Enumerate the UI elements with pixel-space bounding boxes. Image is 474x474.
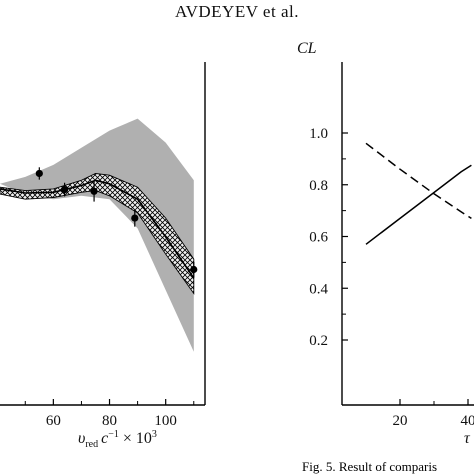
data-point: [35, 167, 43, 180]
solid-series-line: [365, 164, 472, 245]
left-x-label-exp1: −1: [108, 429, 119, 440]
data-point: [131, 209, 139, 227]
figure-caption: Fig. 5. Result of comparis: [302, 459, 437, 474]
point-marker: [131, 214, 139, 222]
data-points: [35, 167, 198, 278]
left-x-label-times: × 10: [119, 430, 152, 447]
right-y-label: CL: [297, 40, 317, 57]
right-series: [365, 142, 472, 245]
y-tick-label: 0.4: [309, 281, 328, 297]
y-tick-label: 0.2: [309, 333, 328, 349]
y-tick-label: 0.8: [309, 178, 328, 194]
y-tick-label: 1.0: [309, 126, 328, 142]
x-tick-label: 20: [393, 413, 408, 429]
x-tick-label: 80: [102, 413, 117, 429]
x-tick-label: 40: [461, 413, 474, 429]
left-x-ticks: 60 80 100: [24, 399, 195, 429]
right-y-ticks: 0.2 0.4 0.6 0.8 1.0: [309, 126, 348, 349]
model-line: [0, 179, 195, 279]
x-tick-label: 60: [46, 413, 61, 429]
right-x-ticks: 20 40: [393, 399, 474, 429]
point-marker: [35, 169, 43, 178]
left-x-label-sub: red: [85, 439, 98, 450]
left-x-label-exp2: 3: [152, 429, 157, 440]
running-header: AVDEYEV et al.: [175, 2, 299, 21]
right-x-label: τ: [464, 430, 471, 447]
left-x-label-c: c: [101, 430, 108, 447]
x-tick-label: 100: [154, 413, 177, 429]
dashed-series-line: [365, 142, 472, 220]
y-tick-label: 0.6: [309, 230, 328, 246]
inner-hatched-band: [0, 173, 195, 295]
left-x-label: υred c−1 × 103: [78, 429, 157, 450]
data-point: [90, 181, 98, 202]
data-point: [60, 182, 69, 197]
right-panel: CL 0.20.40.60.81.0 20 40 τ: [297, 40, 474, 447]
outer-confidence-band: [0, 118, 194, 352]
point-marker: [90, 187, 98, 195]
data-point: [190, 261, 198, 278]
left-panel: 60 80 100 υred c−1 × 103: [0, 62, 206, 450]
left-x-label-symbol: υ: [78, 430, 85, 447]
point-marker: [190, 265, 198, 274]
point-marker: [60, 185, 69, 194]
